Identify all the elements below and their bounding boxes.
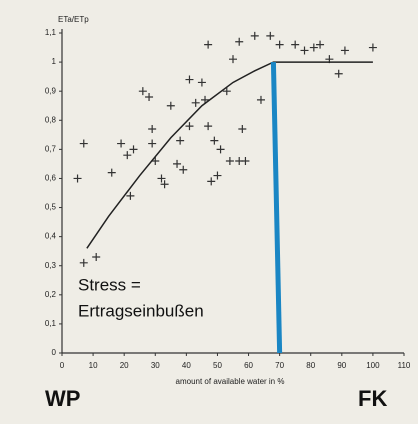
scatter-point	[229, 55, 237, 64]
scatter-point	[204, 40, 213, 49]
scatter-point	[266, 31, 275, 40]
x-tick-label: 50	[213, 361, 222, 370]
scatter-point	[300, 46, 309, 55]
scatter-point	[275, 40, 284, 49]
line	[86, 61, 373, 249]
x-tick-label: 90	[337, 361, 346, 370]
scatter-point	[138, 87, 147, 96]
y-axis-title: ETa/ETp	[58, 15, 89, 24]
scatter-point	[256, 95, 265, 104]
x-axis-title: amount of available water in %	[176, 377, 285, 386]
scatter-point	[235, 37, 244, 46]
y-tick-label: 0,3	[45, 261, 57, 270]
x-tick-label: 60	[244, 361, 253, 370]
scatter-point	[160, 180, 169, 189]
scatter-point	[204, 122, 213, 131]
scatter-point	[368, 43, 377, 52]
scatter-point	[191, 98, 200, 107]
annotation: FK	[358, 386, 387, 411]
y-tick-label: 0,6	[45, 174, 57, 183]
x-tick-label: 20	[120, 361, 129, 370]
y-tick-label: 0,4	[45, 232, 57, 241]
y-tick-label: 0,7	[45, 144, 57, 153]
scatter-point	[166, 101, 175, 110]
line	[270, 62, 283, 354]
scatter-point	[129, 145, 138, 154]
scatter-point	[340, 46, 349, 55]
scatter-point	[148, 125, 157, 133]
y-tick-label: 0,9	[45, 86, 57, 95]
scatter-point	[207, 177, 216, 186]
scatter-point	[238, 125, 247, 133]
scatter-point	[197, 78, 206, 87]
scatter-point	[213, 171, 222, 180]
scatter-point	[316, 40, 325, 49]
scatter-point	[222, 87, 231, 96]
scatter-point	[216, 145, 225, 154]
scatter-point	[185, 75, 194, 84]
scatter-point	[107, 168, 116, 177]
scatter-point	[225, 157, 234, 165]
x-tick-label: 80	[306, 361, 315, 370]
scatter-point	[123, 151, 132, 160]
scatter-point	[79, 258, 88, 267]
scatter-point	[126, 191, 135, 200]
x-tick-label: 70	[275, 361, 284, 370]
y-tick-label: 0,8	[45, 115, 57, 124]
scatter-point	[79, 139, 88, 148]
y-tick-label: 1	[52, 57, 57, 66]
scatter-point	[250, 31, 259, 40]
x-tick-label: 100	[366, 361, 380, 370]
y-tick-label: 0	[52, 348, 57, 357]
scatter-point	[92, 253, 101, 261]
y-tick-label: 0,5	[45, 203, 57, 212]
x-tick-label: 0	[60, 361, 65, 370]
scatter-point	[179, 165, 188, 174]
x-tick-label: 110	[398, 361, 411, 370]
x-tick-label: 10	[89, 361, 98, 370]
x-tick-label: 40	[182, 361, 191, 370]
x-tick-label: 30	[151, 361, 160, 370]
scatter-point	[185, 122, 194, 131]
scatter-point	[173, 159, 182, 168]
scatter-point	[291, 40, 300, 49]
scatter-point	[73, 174, 82, 183]
scatter-point	[157, 174, 166, 183]
y-tick-label: 0,2	[45, 290, 57, 299]
annotation: Stress =	[78, 275, 141, 294]
scatter-point	[176, 136, 185, 145]
scatter-point	[241, 157, 250, 165]
y-tick-label: 0,1	[45, 319, 57, 328]
scatter-point	[210, 136, 219, 145]
scatter-point	[309, 43, 318, 52]
annotation: Ertragseinbußen	[78, 301, 204, 320]
scatter-point	[148, 139, 157, 148]
scatter-point	[145, 93, 154, 101]
scatter-point	[334, 69, 343, 78]
annotation: WP	[45, 386, 80, 411]
scatter-point	[117, 139, 126, 148]
y-tick-label: 1,1	[45, 28, 57, 37]
